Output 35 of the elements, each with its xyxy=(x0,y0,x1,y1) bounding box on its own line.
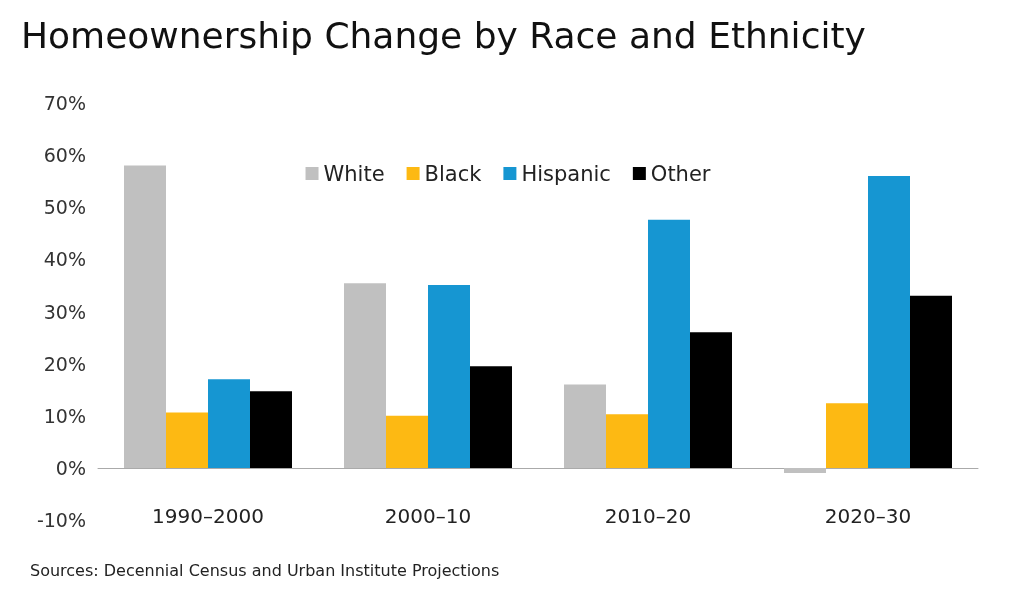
y-tick-label: 30% xyxy=(43,300,86,323)
bar xyxy=(208,379,250,468)
source-note: Sources: Decennial Census and Urban Institute Projections xyxy=(30,560,500,580)
y-tick-label: 70% xyxy=(43,92,86,114)
y-tick-label: 60% xyxy=(43,144,86,167)
bar xyxy=(868,175,910,468)
bar xyxy=(250,391,292,468)
bar xyxy=(166,412,208,468)
legend-label: Black xyxy=(424,161,483,186)
bar xyxy=(564,384,606,468)
y-tick-label: 10% xyxy=(43,404,86,427)
x-tick-label: 2010–20 xyxy=(604,504,692,528)
bar xyxy=(784,467,826,474)
bar xyxy=(386,415,428,468)
legend-label: Other xyxy=(650,161,711,186)
y-tick-label: -10% xyxy=(36,509,86,531)
y-tick-label: 50% xyxy=(43,196,86,219)
x-tick-label: 2000–10 xyxy=(384,504,472,528)
bar xyxy=(910,295,952,468)
bar xyxy=(344,283,386,468)
bar xyxy=(826,403,868,468)
x-tick-label: 1990–2000 xyxy=(152,504,264,528)
bar xyxy=(470,366,512,468)
bar xyxy=(428,284,470,468)
bar xyxy=(606,414,648,468)
legend-label: Hispanic xyxy=(521,161,611,186)
bar xyxy=(124,165,166,468)
chart-title: Homeownership Change by Race and Ethnicity xyxy=(21,14,866,56)
bar xyxy=(648,219,690,468)
y-tick-label: 40% xyxy=(43,248,86,271)
bar xyxy=(690,332,732,468)
x-tick-label: 2020–30 xyxy=(824,504,912,528)
y-tick-label: 20% xyxy=(43,352,86,375)
y-tick-label: 0% xyxy=(55,456,86,479)
legend-label: White xyxy=(323,161,385,186)
